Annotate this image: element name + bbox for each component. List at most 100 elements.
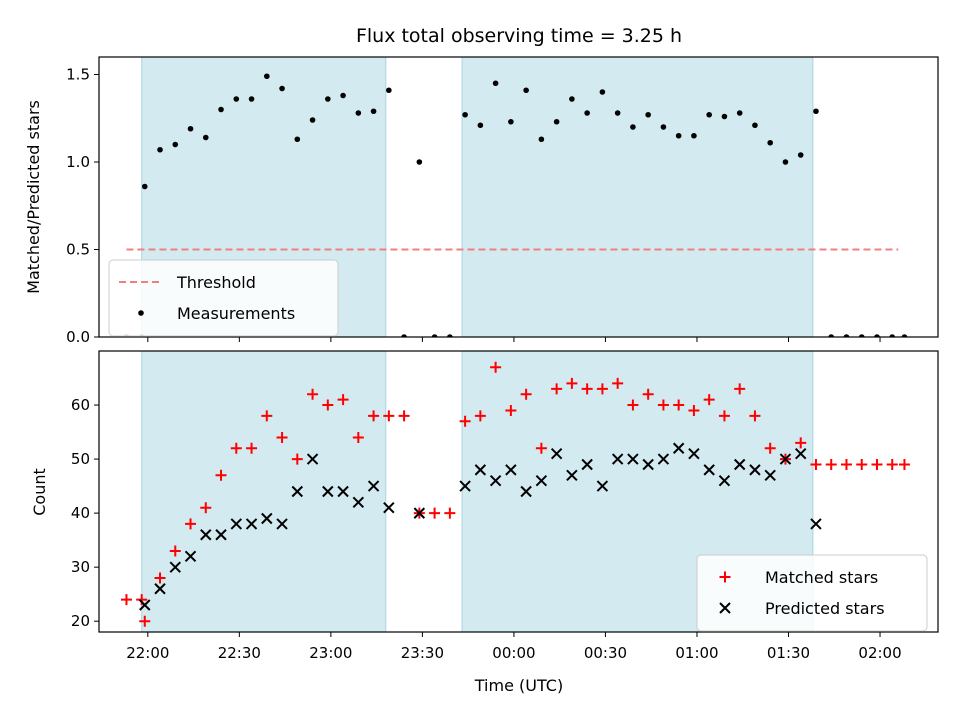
bottom-legend-matched-stars-swatch [719, 571, 731, 583]
bottom-matched-stars-point-28 [520, 388, 532, 400]
bottom-matched-stars-point-39 [688, 404, 700, 416]
top-panel: 0.0 0.5 1.0 1.5 Threshold Measurements [66, 56, 939, 346]
bottom-matched-stars-point-52 [886, 458, 898, 470]
bottom-x-tick-label-9: 02:00 [858, 644, 901, 662]
bottom-predicted-stars-point-36 [718, 474, 731, 487]
bottom-predicted-stars-point-24 [535, 474, 548, 487]
bottom-predicted-stars-point-3 [169, 561, 181, 573]
top-measurements-point-18 [370, 108, 377, 115]
bottom-predicted-stars-point-8 [245, 518, 258, 530]
top-measurements-point-48 [828, 334, 835, 337]
bottom-predicted-stars-point-27 [581, 458, 593, 471]
top-y-tick-label-3: 1.0 [66, 153, 90, 171]
top-measurements-point-21 [416, 159, 423, 165]
bottom-matched-stars-point-25 [474, 410, 486, 422]
bottom-predicted-stars-point-29 [611, 453, 624, 465]
bottom-predicted-stars-point-21 [489, 474, 502, 487]
bottom-predicted-stars-point-5 [200, 529, 212, 541]
bottom-x-tick-label-4: 23:30 [401, 644, 444, 662]
top-measurements-point-38 [675, 132, 682, 139]
bottom-matched-stars-point-6 [185, 518, 197, 530]
bottom-matched-stars-point-1 [120, 594, 132, 606]
bottom-predicted-stars-point-14 [337, 485, 349, 498]
bottom-matched-stars-point-34 [612, 377, 624, 389]
top-measurements-point-17 [355, 110, 362, 116]
top-y-tick-label-2: 0.5 [66, 241, 90, 259]
bottom-matched-stars-point-29 [535, 442, 547, 454]
bottom-matched-stars-point-17 [352, 431, 364, 443]
bottom-matched-stars-point-23 [444, 507, 456, 519]
bottom-x-tick-label-8: 01:30 [767, 644, 810, 662]
bottom-x-tick-label-6: 00:30 [584, 644, 627, 662]
bottom-matched-stars-point-11 [261, 410, 273, 422]
bottom-matched-stars-point-15 [322, 399, 334, 411]
bottom-matched-stars-point-12 [276, 431, 288, 443]
top-measurements-point-6 [187, 125, 194, 132]
bottom-matched-stars-point-43 [749, 410, 761, 422]
top-legend [108, 259, 339, 337]
top-measurements-point-47 [813, 108, 819, 115]
bottom-matched-stars-point-49 [840, 458, 852, 470]
bottom-matched-stars-point-44 [764, 442, 776, 454]
bottom-matched-stars-point-40 [703, 394, 715, 406]
top-measurements-point-49 [843, 334, 850, 337]
bottom-predicted-stars-point-4 [184, 550, 197, 563]
top-measurements-point-24 [462, 111, 468, 118]
bottom-matched-stars-point-36 [642, 388, 654, 400]
bottom-plot-area [120, 361, 910, 627]
chart-title: Flux total observing time = 3.25 h [356, 25, 682, 47]
bottom-predicted-stars-point-19 [459, 480, 471, 492]
top-measurements-point-51 [874, 334, 880, 337]
bottom-predicted-stars-point-20 [474, 464, 487, 476]
bottom-matched-stars-point-48 [825, 458, 837, 470]
bottom-predicted-stars-point-28 [596, 480, 609, 492]
bottom-predicted-stars-point-17 [383, 502, 395, 514]
bottom-matched-stars-point-22 [429, 507, 441, 519]
bottom-y-tick-label-5: 60 [71, 396, 90, 414]
bottom-matched-stars-point-51 [871, 458, 883, 470]
top-measurements-point-16 [340, 92, 346, 99]
bottom-matched-stars-point-32 [581, 383, 593, 395]
top-measurements-point-33 [599, 89, 606, 95]
bottom-x-tick-label-3: 23:00 [309, 644, 352, 662]
top-measurements-point-4 [157, 146, 163, 153]
bottom-matched-stars-point-7 [200, 502, 212, 514]
top-y-axis-label: Matched/Predicted stars [24, 100, 43, 294]
bottom-matched-stars-point-50 [856, 458, 868, 470]
top-legend-measurements-swatch [138, 310, 144, 316]
bottom-predicted-stars-point-38 [749, 464, 761, 476]
bottom-x-tick-label-2: 22:30 [218, 644, 261, 662]
bottom-matched-stars-point-18 [368, 410, 380, 422]
top-measurements-point-12 [279, 85, 285, 92]
bottom-predicted-stars-point-1 [139, 599, 151, 611]
bottom-legend-matched-stars-label: Matched stars [765, 568, 878, 587]
bottom-legend-predicted-stars-label: Predicted stars [765, 599, 885, 618]
top-measurements-point-23 [447, 334, 453, 337]
bottom-y-tick-label-3: 40 [71, 504, 90, 522]
bottom-matched-stars-point-10 [246, 442, 258, 454]
top-measurements-point-20 [401, 334, 407, 337]
bottom-matched-stars-point-3 [139, 615, 151, 627]
top-measurements-point-36 [645, 111, 651, 118]
top-measurements-point-37 [660, 124, 667, 130]
bottom-matched-stars-point-14 [307, 388, 319, 400]
top-measurements-point-31 [569, 96, 575, 102]
bottom-predicted-stars-point-12 [306, 453, 319, 465]
top-measurements-point-15 [325, 96, 331, 102]
bottom-x-tick-label-7: 01:00 [675, 644, 718, 662]
top-legend-threshold-label: Threshold [176, 273, 256, 292]
top-measurements-point-14 [309, 117, 316, 123]
top-measurements-point-9 [233, 96, 240, 102]
top-measurements-point-32 [584, 110, 590, 116]
bottom-matched-stars-point-42 [734, 383, 746, 395]
bottom-predicted-stars-point-16 [367, 480, 380, 492]
bottom-matched-stars-point-37 [657, 399, 669, 411]
bottom-predicted-stars-point-26 [566, 469, 578, 481]
top-measurements-point-41 [721, 113, 728, 120]
top-measurements-point-44 [767, 139, 773, 146]
bottom-predicted-stars-point-2 [154, 583, 166, 595]
bottom-matched-stars-point-35 [627, 399, 639, 411]
bottom-predicted-stars-point-32 [657, 453, 670, 465]
top-measurements-point-5 [172, 141, 179, 148]
